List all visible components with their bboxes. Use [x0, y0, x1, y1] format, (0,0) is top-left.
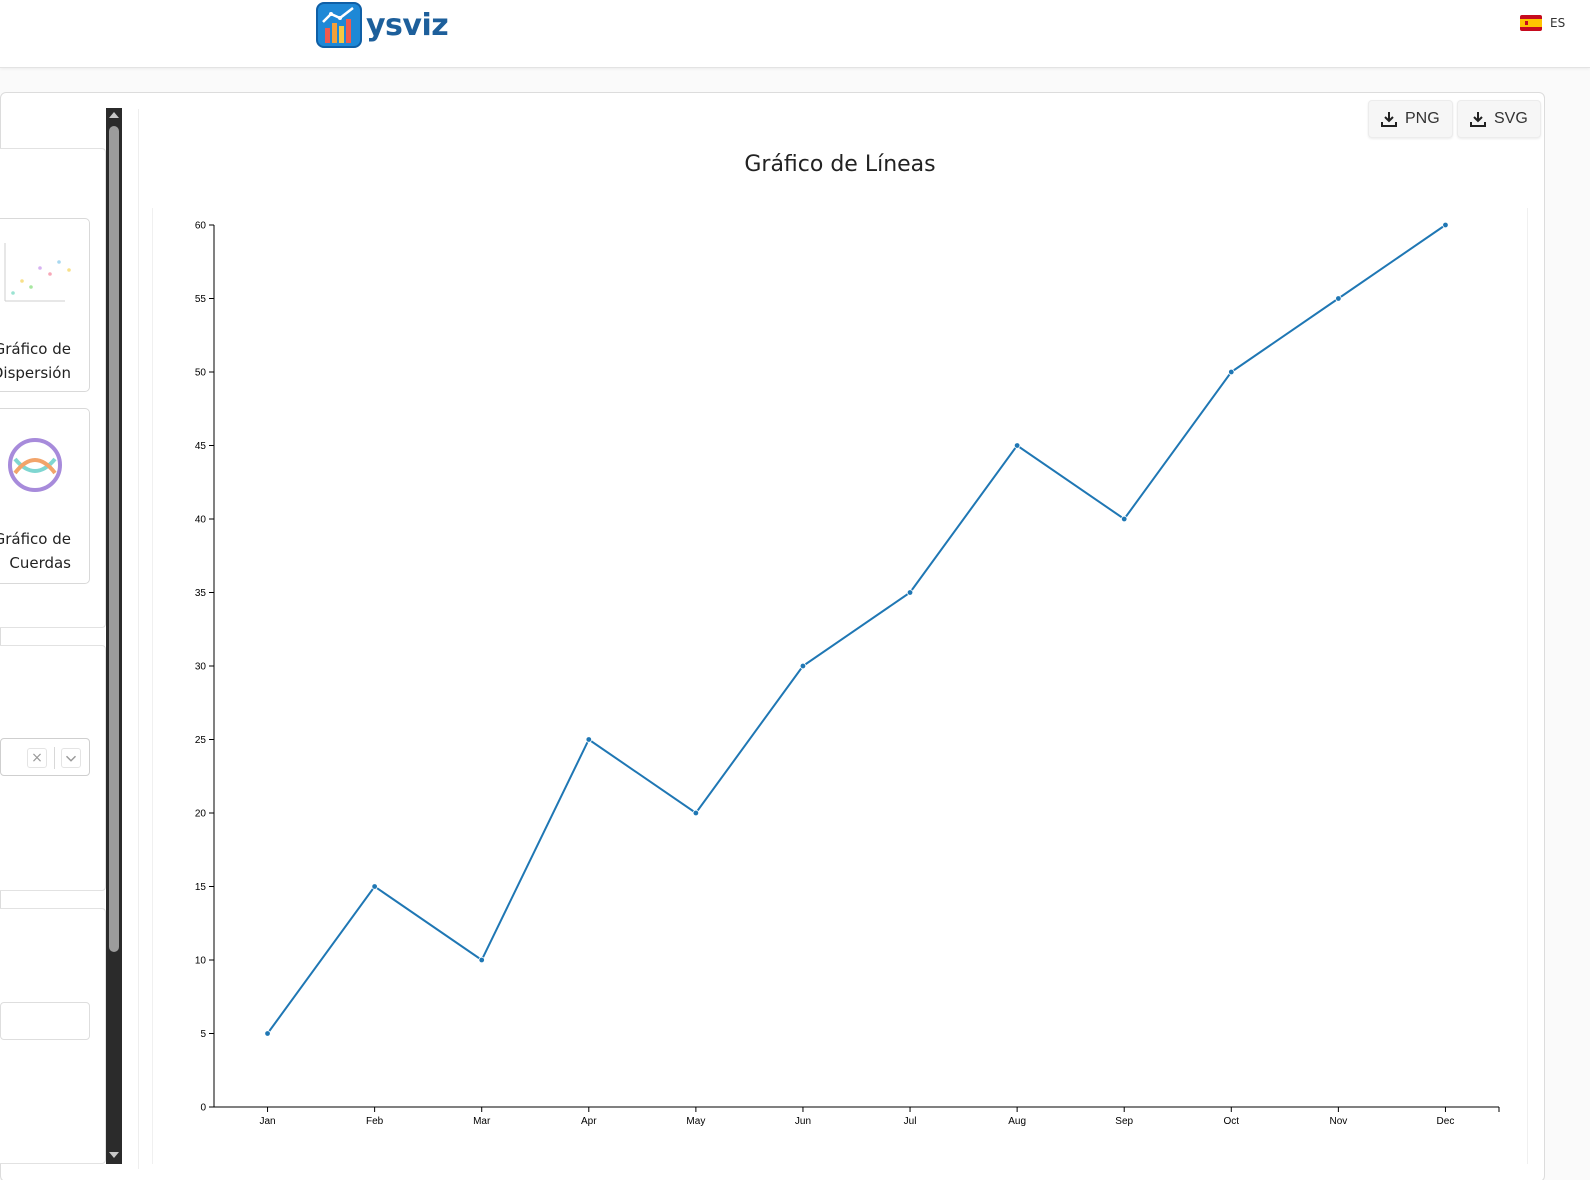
data-point	[1228, 368, 1235, 376]
chart-type-label: Gráfico de Cuerdas	[0, 530, 71, 572]
y-tick-label: 15	[195, 882, 207, 893]
clear-icon[interactable]: ×	[27, 748, 47, 768]
settings-input[interactable]	[0, 1002, 90, 1040]
language-selector[interactable]: ES	[1520, 15, 1565, 31]
png-label: PNG	[1405, 110, 1440, 127]
data-point	[1442, 221, 1449, 229]
y-tick-label: 5	[200, 1029, 206, 1040]
data-point	[1335, 295, 1342, 302]
language-code: ES	[1550, 16, 1566, 30]
sidebar-scrollbar[interactable]	[106, 108, 122, 1164]
x-tick-label: Sep	[1115, 1116, 1133, 1127]
x-tick-label: Aug	[1008, 1116, 1026, 1127]
y-tick-label: 50	[195, 368, 207, 379]
y-tick-label: 45	[195, 441, 207, 452]
download-icon	[1470, 112, 1486, 127]
data-point	[799, 662, 807, 670]
x-tick-label: Feb	[366, 1116, 384, 1127]
chart-type-card-scatter[interactable]: Gráfico de Dispersión	[0, 218, 90, 392]
chart-panel	[0, 92, 1545, 1180]
chart-title: Gráfico de Líneas	[744, 152, 936, 177]
scroll-down-icon[interactable]	[109, 1152, 119, 1158]
data-point	[1013, 442, 1021, 449]
x-tick-label: Jun	[795, 1116, 811, 1127]
y-tick-label: 40	[195, 515, 207, 526]
data-point	[264, 1030, 271, 1037]
chevron-down-icon[interactable]	[61, 748, 81, 768]
x-tick-label: Jul	[904, 1116, 917, 1127]
series-line	[266, 224, 1447, 1035]
data-point	[585, 736, 592, 743]
download-png-button[interactable]: PNG	[1368, 100, 1453, 138]
line-chart: 0 5 10 15 20 25 30 35 40 45 50 55 60 Jan Feb Mar Apr May J…	[152, 208, 1528, 1164]
download-icon	[1381, 112, 1397, 127]
top-header: ysviz ES	[0, 0, 1590, 68]
x-tick-label: Apr	[581, 1116, 597, 1127]
app-name: ysviz	[366, 7, 449, 43]
scatter-chart-icon	[4, 243, 71, 302]
chart-options-sidebar: Gráfico de Dispersión Gráfico de Cuerdas…	[0, 108, 122, 1164]
data-point	[478, 956, 485, 964]
y-tick-label: 60	[195, 221, 207, 232]
app-logo[interactable]: ysviz	[316, 2, 449, 48]
y-tick-label: 25	[195, 735, 207, 746]
y-tick-label: 30	[195, 662, 207, 673]
svg-label: SVG	[1494, 110, 1528, 127]
chart-type-label: Gráfico de Dispersión	[0, 340, 71, 382]
data-point	[371, 883, 378, 890]
data-point	[906, 589, 914, 596]
x-tick-label: Nov	[1329, 1116, 1347, 1127]
data-point	[1121, 515, 1128, 523]
y-tick-label: 20	[195, 809, 207, 820]
scroll-up-icon[interactable]	[109, 112, 119, 118]
column-select[interactable]: ×	[0, 738, 90, 776]
y-tick-label: 0	[200, 1103, 206, 1114]
x-tick-label: May	[686, 1116, 705, 1127]
bar-chart-logo-icon	[316, 2, 362, 48]
scroll-thumb[interactable]	[109, 126, 119, 952]
download-svg-button[interactable]: SVG	[1457, 100, 1541, 138]
y-tick-label: 55	[195, 294, 207, 305]
y-tick-label: 10	[195, 956, 207, 967]
chart-type-card-chord[interactable]: Gráfico de Cuerdas	[0, 408, 90, 584]
x-tick-label: Oct	[1224, 1116, 1240, 1127]
y-tick-label: 35	[195, 588, 207, 599]
x-tick-label: Mar	[473, 1116, 491, 1127]
chord-chart-icon	[8, 438, 62, 492]
data-point	[692, 809, 700, 817]
x-tick-label: Dec	[1437, 1116, 1455, 1127]
x-tick-label: Jan	[259, 1116, 275, 1127]
select-divider	[54, 747, 55, 769]
line-chart-svg: 0 5 10 15 20 25 30 35 40 45 50 55 60 Jan Feb Mar Apr May J…	[195, 221, 1500, 1127]
spain-flag-icon	[1520, 15, 1542, 31]
chart-panel-inner	[138, 109, 1518, 1169]
